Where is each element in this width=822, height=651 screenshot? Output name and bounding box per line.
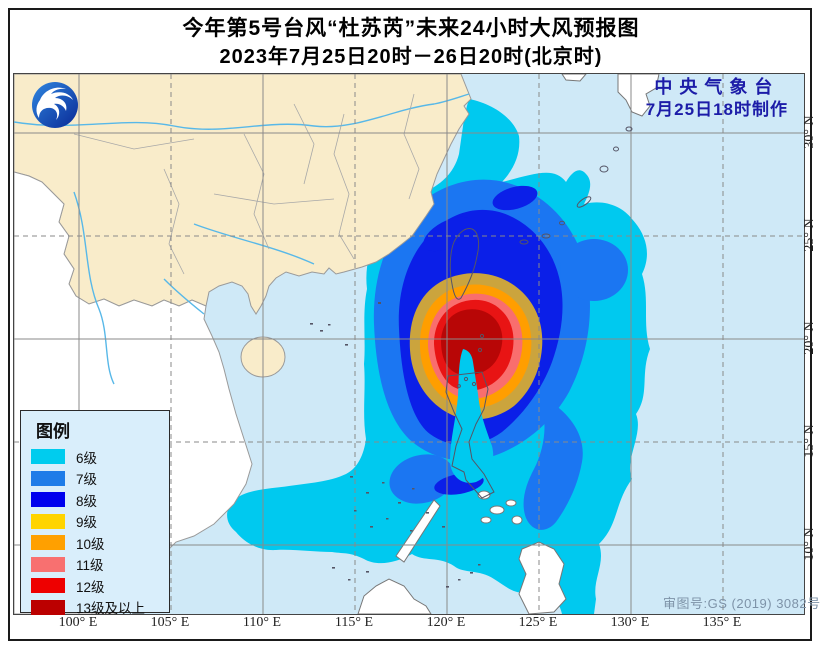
map-title-line2: 2023年7月25日20时－26日20时(北京时) [219, 46, 603, 68]
lat-tick-15n: 15° N [802, 424, 817, 458]
lon-tick-125e: 125° E [518, 615, 558, 630]
lat-tick-25n: 25° N [802, 218, 817, 252]
legend-label-level9: 9级 [76, 515, 98, 531]
legend-label-level12: 12级 [76, 579, 105, 595]
map-canvas [14, 74, 804, 614]
legend-label-level10: 10级 [76, 536, 105, 552]
lon-tick-100e: 100° E [58, 615, 98, 630]
map-approval-number: 审图号:GS (2019) 3082号 [663, 596, 821, 611]
legend-label-level13: 13级及以上 [76, 601, 146, 617]
legend-swatch-level11 [31, 556, 65, 572]
cma-logo [32, 82, 78, 128]
legend-label-level8: 8级 [76, 493, 98, 509]
legend-swatch-level6 [31, 449, 65, 465]
philippines-south-islands [357, 490, 567, 614]
legend-row-level12: 12级 [21, 575, 169, 597]
agency-block: 中央气象台 7月25日18时制作 [646, 76, 788, 121]
wind-notch-level6 [450, 349, 494, 483]
lat-tick-10n: 10° N [802, 527, 817, 561]
legend-panel: 图例 6级 7级 8级 9级 10级 11级 12级 13级及以上 [20, 410, 170, 616]
legend-row-level8: 8级 [21, 489, 169, 511]
legend-swatch-level13 [31, 599, 65, 615]
legend-label-level6: 6级 [76, 450, 98, 466]
kyushu-island [617, 74, 660, 117]
lon-tick-135e: 135° E [702, 615, 742, 630]
legend-row-level10: 10级 [21, 532, 169, 554]
taiwan-outline [449, 228, 480, 300]
map-title-line1: 今年第5号台风“杜苏芮”未来24小时大风预报图 [182, 17, 640, 40]
lon-tick-110e: 110° E [242, 615, 282, 630]
legend-swatch-level8 [31, 492, 65, 508]
luzon-outline [445, 371, 495, 499]
cma-logo-swirl [36, 87, 73, 120]
legend-row-level7: 7级 [21, 468, 169, 490]
legend-row-level6: 6级 [21, 446, 169, 468]
lon-tick-130e: 130° E [610, 615, 650, 630]
legend-title: 图例 [36, 422, 70, 441]
rivers [14, 93, 470, 385]
lon-tick-120e: 120° E [426, 615, 466, 630]
legend-row-level11: 11级 [21, 554, 169, 576]
agency-name: 中央气象台 [654, 77, 780, 97]
legend-label-level11: 11级 [76, 558, 104, 574]
legend-label-level7: 7级 [76, 472, 98, 488]
reef-dots [310, 302, 481, 588]
wind-area-level13 [441, 309, 503, 376]
legend-row-level13: 13级及以上 [21, 597, 169, 619]
lon-tick-105e: 105° E [150, 615, 190, 630]
legend-swatch-level9 [31, 513, 65, 529]
lat-tick-30n: 30° N [802, 115, 817, 149]
legend-swatch-level7 [31, 470, 65, 486]
island-outlines [445, 126, 633, 499]
batanes-babuyan-islets [457, 333, 485, 388]
province-borders [73, 93, 420, 275]
jeju-island [561, 74, 587, 82]
lon-tick-115e: 115° E [334, 615, 374, 630]
agency-issued-time: 7月25日18时制作 [645, 100, 788, 119]
ryukyu-islands [519, 126, 633, 245]
lat-tick-20n: 20° N [802, 321, 817, 355]
legend-row-level9: 9级 [21, 511, 169, 533]
legend-swatch-level10 [31, 535, 65, 551]
legend-swatch-level12 [31, 578, 65, 594]
